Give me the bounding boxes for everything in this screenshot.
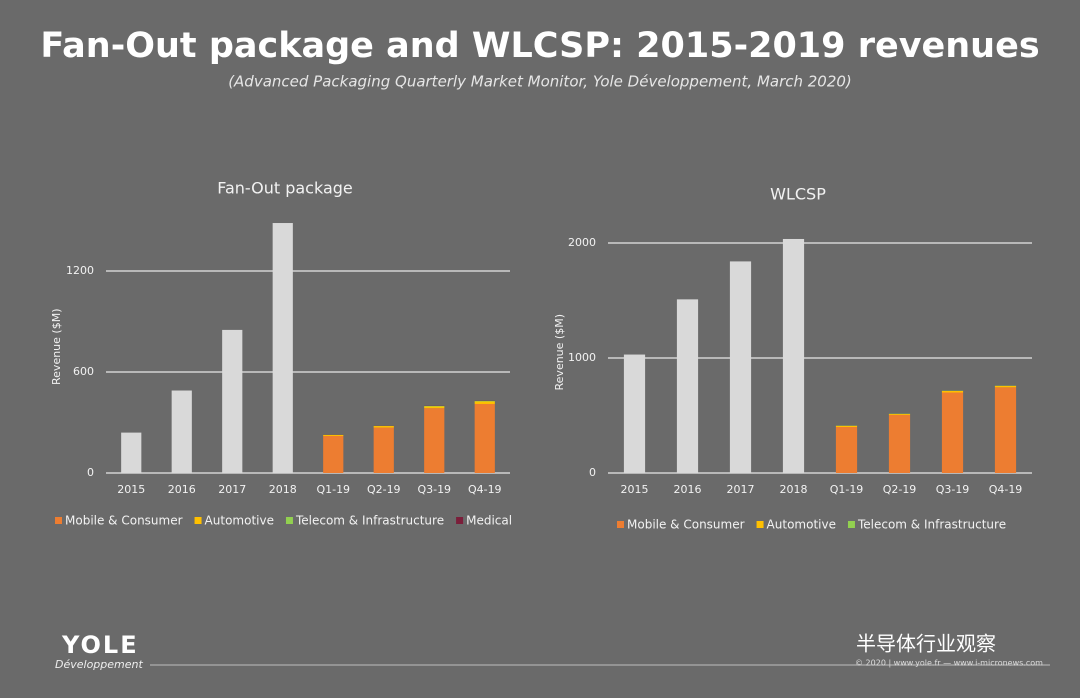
x-tick-label: Q1-19 xyxy=(316,483,350,496)
x-tick-label: 2015 xyxy=(621,483,649,496)
slide-title: Fan-Out package and WLCSP: 2015-2019 rev… xyxy=(40,26,1039,66)
bar xyxy=(835,427,858,473)
x-tick-label: 2018 xyxy=(780,483,808,496)
copyright: © 2020 | www.yole.fr — www.i-micronews.c… xyxy=(855,659,1043,668)
y-tick-label: 0 xyxy=(87,466,94,479)
legend-swatch xyxy=(617,521,624,528)
logo: YOLE xyxy=(61,631,139,659)
bar xyxy=(424,408,445,473)
bar xyxy=(171,390,192,473)
bar xyxy=(424,406,445,407)
x-tick-label: 2018 xyxy=(269,483,297,496)
watermark: 半导体行业观察 xyxy=(856,632,996,656)
bar xyxy=(941,391,964,393)
x-tick-label: Q4-19 xyxy=(989,483,1023,496)
legend-swatch xyxy=(285,517,293,524)
bar xyxy=(222,329,243,473)
legend-label: Telecom & Infrastructure xyxy=(295,514,444,528)
bar xyxy=(941,392,964,473)
legend-swatch xyxy=(55,517,62,524)
bar xyxy=(474,401,495,404)
y-tick-label: 2000 xyxy=(568,236,596,249)
legend-label: Mobile & Consumer xyxy=(65,514,183,528)
bar xyxy=(729,261,752,473)
y-tick-label: 0 xyxy=(589,466,596,479)
bar xyxy=(782,238,805,473)
bar xyxy=(888,414,911,473)
y-tick-label: 1000 xyxy=(568,351,596,364)
legend-label: Automotive xyxy=(205,514,274,528)
bar xyxy=(994,387,1017,473)
x-tick-label: 2016 xyxy=(168,483,196,496)
bar xyxy=(272,223,293,473)
x-tick-label: Q3-19 xyxy=(936,483,970,496)
chart-title: WLCSP xyxy=(770,185,826,204)
x-tick-label: Q2-19 xyxy=(367,483,401,496)
x-tick-label: Q2-19 xyxy=(883,483,917,496)
legend-swatch xyxy=(847,521,855,528)
bar xyxy=(474,403,495,473)
y-tick-label: 1200 xyxy=(66,264,94,277)
bar xyxy=(835,425,858,427)
x-tick-label: 2017 xyxy=(727,483,755,496)
bar xyxy=(323,435,344,473)
chart-title: Fan-Out package xyxy=(217,179,353,198)
bar xyxy=(888,414,911,415)
legend-label: Mobile & Consumer xyxy=(627,518,745,532)
y-axis-label: Revenue ($M) xyxy=(553,314,566,390)
legend-swatch xyxy=(756,521,764,528)
legend-swatch xyxy=(194,517,202,524)
y-axis-label: Revenue ($M) xyxy=(50,309,63,385)
bar xyxy=(323,434,344,436)
bar xyxy=(623,354,646,473)
bar xyxy=(676,299,699,473)
logo-sub: Développement xyxy=(55,658,143,671)
bar xyxy=(373,427,394,473)
legend-swatch xyxy=(456,517,464,524)
bar xyxy=(474,400,495,402)
bar xyxy=(994,385,1017,388)
slide-subtitle: (Advanced Packaging Quarterly Market Mon… xyxy=(228,73,852,91)
legend-label: Automotive xyxy=(767,518,836,532)
x-tick-label: Q4-19 xyxy=(468,483,502,496)
x-tick-label: 2016 xyxy=(674,483,702,496)
y-tick-label: 600 xyxy=(73,365,94,378)
x-tick-label: Q1-19 xyxy=(830,483,864,496)
legend-label: Telecom & Infrastructure xyxy=(857,518,1006,532)
bar xyxy=(373,426,394,428)
legend-label: Medical xyxy=(466,514,512,528)
x-tick-label: 2017 xyxy=(218,483,246,496)
bar xyxy=(121,432,142,473)
x-tick-label: 2015 xyxy=(117,483,145,496)
bar xyxy=(424,406,445,409)
x-tick-label: Q3-19 xyxy=(417,483,451,496)
